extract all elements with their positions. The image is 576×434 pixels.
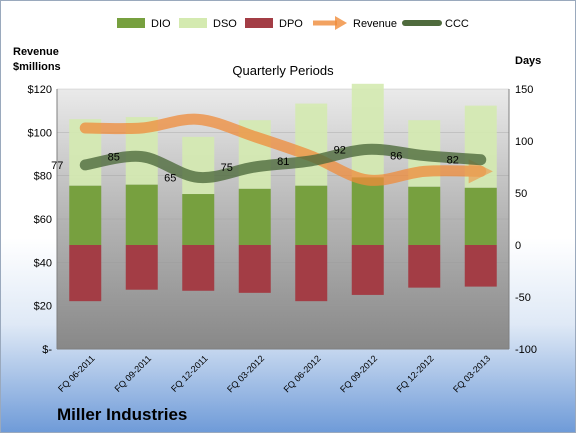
legend-label-revenue: Revenue <box>353 18 397 30</box>
x-tick-label: FQ 06-2011 <box>56 353 97 394</box>
dio-bar <box>69 185 102 245</box>
dio-bar <box>125 184 158 245</box>
legend-swatch-dso <box>179 18 207 28</box>
legend-arrow-icon <box>335 16 347 30</box>
dio-bar <box>408 186 441 245</box>
x-tick-label: FQ 03-2013 <box>451 353 492 394</box>
ccc-data-label: 92 <box>334 144 346 156</box>
x-axis-ticks: FQ 06-2011 FQ 09-2011 FQ 12-2011 FQ 03-2012… <box>56 353 492 394</box>
dpo-bar <box>238 245 271 293</box>
dpo-bar <box>408 245 441 288</box>
company-name: Miller Industries <box>57 405 188 424</box>
left-tick-label: $60 <box>34 214 52 226</box>
left-tick-label: $100 <box>28 127 52 139</box>
legend-label-dpo: DPO <box>279 18 303 30</box>
dio-bar <box>182 194 215 245</box>
dio-bar <box>351 177 384 245</box>
right-tick-label: -50 <box>515 292 531 304</box>
right-tick-label: -100 <box>515 344 537 356</box>
chart-title: Quarterly Periods <box>232 63 334 78</box>
dio-bar <box>295 185 328 245</box>
ccc-data-label: 81 <box>277 156 289 168</box>
x-tick-label: FQ 09-2012 <box>338 353 379 394</box>
dpo-bar <box>351 245 384 295</box>
ccc-data-label: 82 <box>447 155 459 167</box>
legend-label-dso: DSO <box>213 18 237 30</box>
right-axis-title: Days <box>515 55 541 67</box>
x-tick-label: FQ 06-2012 <box>282 353 323 394</box>
left-tick-label: $40 <box>34 257 52 269</box>
legend-swatch-dpo <box>245 18 273 28</box>
right-tick-label: 0 <box>515 240 521 252</box>
dpo-bar <box>69 245 102 302</box>
ccc-data-labels: 7785657581928682 <box>51 144 459 184</box>
x-tick-label: FQ 12-2012 <box>395 353 436 394</box>
x-tick-label: FQ 12-2011 <box>169 353 210 394</box>
right-axis-ticks: -100 -50 0 50 100 150 <box>515 84 537 356</box>
dso-bar <box>182 136 215 195</box>
x-tick-label: FQ 03-2012 <box>225 353 266 394</box>
left-axis-title-line2: $millions <box>13 61 61 73</box>
ccc-data-label: 86 <box>390 151 402 163</box>
ccc-data-label: 65 <box>164 172 176 184</box>
right-tick-label: 50 <box>515 188 527 200</box>
dpo-bar <box>295 245 328 302</box>
left-tick-label: $20 <box>34 301 52 313</box>
legend-label-dio: DIO <box>151 18 171 30</box>
dpo-bar <box>125 245 158 290</box>
revenue-line <box>79 113 493 186</box>
x-tick-label: FQ 09-2011 <box>113 353 154 394</box>
legend-swatch-dio <box>117 18 145 28</box>
ccc-line <box>79 143 487 184</box>
left-tick-label: $120 <box>28 84 52 96</box>
dpo-bar <box>182 245 215 291</box>
left-axis-ticks: $- $20 $40 $60 $80 $100 $120 <box>28 84 53 356</box>
left-tick-label: $- <box>42 344 52 356</box>
right-tick-label: 100 <box>515 136 533 148</box>
dso-bar <box>295 103 328 186</box>
dio-bar <box>238 188 271 245</box>
ccc-data-label: 75 <box>221 162 233 174</box>
legend-label-ccc: CCC <box>445 18 469 30</box>
right-tick-label: 150 <box>515 84 533 96</box>
dio-bar <box>464 187 497 245</box>
ccc-data-label: 85 <box>108 152 120 164</box>
dpo-bar <box>464 245 497 287</box>
legend: DIO DSO DPO Revenue CCC <box>117 16 469 30</box>
lines-layer <box>79 113 493 186</box>
dso-bar <box>351 83 384 178</box>
left-tick-label: $80 <box>34 171 52 183</box>
left-axis-title-line1: Revenue <box>13 46 59 58</box>
